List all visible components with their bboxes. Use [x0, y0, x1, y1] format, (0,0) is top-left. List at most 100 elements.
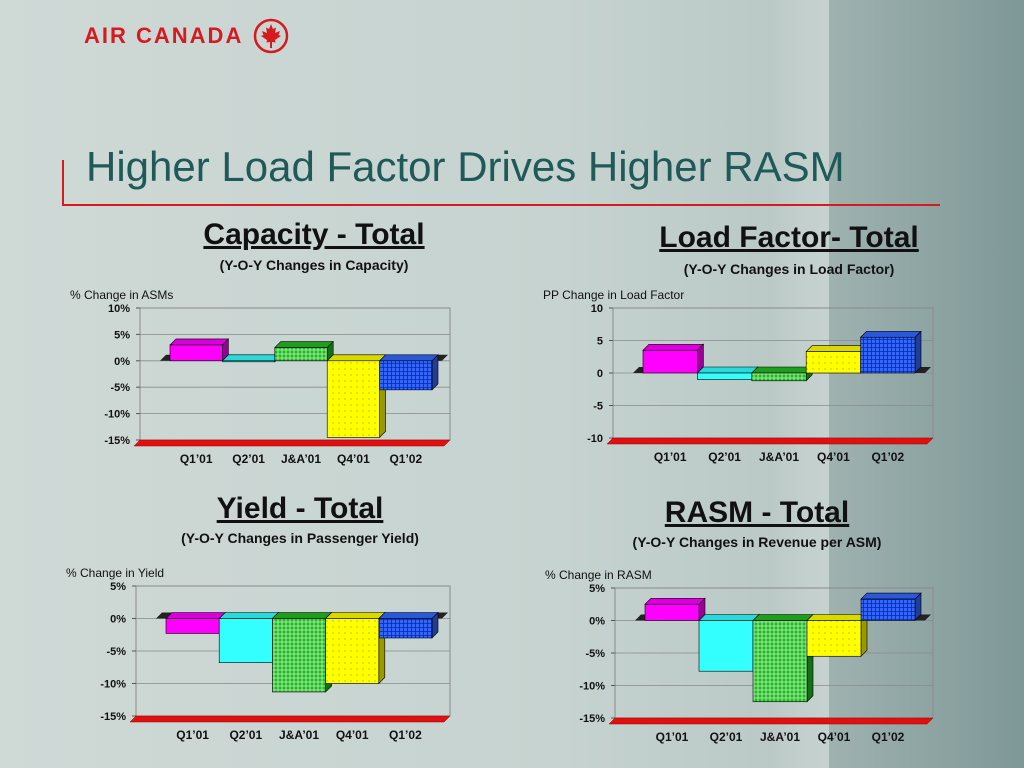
bar-front-face — [644, 603, 700, 621]
bar-front-face — [752, 620, 808, 703]
bar-front-face — [222, 360, 276, 363]
y-tick-label: -15% — [100, 711, 126, 723]
y-tick-label: 0% — [110, 614, 126, 626]
y-tick-label: 5 — [597, 336, 603, 348]
capacity-chart-subtitle: (Y-O-Y Changes in Capacity) — [219, 257, 409, 273]
bar-front-face — [378, 618, 433, 639]
air-canada-logo: AIR CANADA — [84, 18, 289, 54]
bar-front-face — [379, 360, 433, 391]
maple-leaf-roundel-icon — [254, 18, 289, 54]
y-tick-label: -5% — [110, 382, 130, 394]
x-tick-label: Q4’01 — [817, 450, 850, 464]
x-tick-label: Q1’01 — [180, 452, 213, 466]
bar-3 — [274, 340, 334, 362]
bar-front-face — [169, 344, 223, 362]
y-tick-label: 0 — [597, 368, 603, 380]
bar-5 — [860, 592, 922, 622]
x-tick-label: Q4’01 — [336, 728, 369, 742]
x-tick-label: Q1’02 — [389, 452, 422, 466]
y-tick-label: 5% — [114, 329, 130, 341]
bar-5 — [378, 354, 439, 391]
x-tick-label: Q2’01 — [708, 450, 741, 464]
x-tick-label: Q1’02 — [871, 450, 904, 464]
bar-top-face — [806, 614, 868, 621]
bar-front-face — [218, 618, 273, 664]
y-axis-title: % Change in RASM — [545, 568, 652, 582]
y-axis-title: % Change in ASMs — [70, 288, 173, 302]
x-tick-label: Q2’01 — [710, 730, 743, 744]
y-tick-label: 5% — [589, 583, 605, 595]
x-tick-label: Q2’01 — [232, 452, 265, 466]
y-tick-label: -10% — [579, 681, 605, 693]
bar-5 — [859, 330, 922, 374]
x-tick-label: Q2’01 — [229, 728, 262, 742]
x-tick-label: Q1’02 — [872, 730, 905, 744]
logo-text: AIR CANADA — [84, 23, 244, 48]
bar-3 — [752, 613, 814, 703]
y-tick-label: 10 — [591, 303, 603, 315]
bar-top-face — [698, 614, 760, 621]
x-tick-label: J&A’01 — [760, 730, 800, 744]
load-factor-chart-title: Load Factor- Total — [659, 221, 919, 254]
y-tick-label: -10% — [104, 409, 130, 421]
bar-4 — [324, 611, 386, 685]
bar-4 — [806, 613, 868, 657]
y-tick-label: -5% — [585, 648, 605, 660]
capacity-chart-title: Capacity - Total — [203, 218, 425, 251]
chart-floor — [129, 715, 451, 723]
y-tick-label: 10% — [108, 303, 130, 315]
x-tick-label: Q1’01 — [176, 728, 209, 742]
bar-top-face — [860, 592, 922, 600]
y-tick-label: 0% — [114, 356, 130, 368]
yield-chart-title: Yield - Total — [216, 492, 384, 525]
y-tick-label: -5 — [593, 401, 603, 413]
y-tick-label: -5% — [106, 646, 126, 658]
bar-top-face — [644, 597, 706, 605]
y-axis-title: PP Change in Load Factor — [543, 288, 684, 302]
rasm-chart-subtitle: (Y-O-Y Changes in Revenue per ASM) — [632, 534, 882, 550]
bar-front-face — [272, 618, 326, 693]
chart-floor — [606, 437, 934, 445]
x-tick-label: Q1’02 — [389, 728, 422, 742]
rasm-chart-title: RASM - Total — [664, 496, 850, 529]
x-tick-label: J&A’01 — [759, 450, 799, 464]
bar-2 — [698, 613, 760, 672]
bar-front-face — [860, 336, 916, 374]
bar-4 — [326, 354, 387, 439]
y-axis-title: % Change in Yield — [66, 566, 164, 580]
page-title: Higher Load Factor Drives Higher RASM — [86, 143, 845, 190]
x-tick-label: Q4’01 — [337, 452, 370, 466]
bar-front-face — [642, 349, 698, 374]
bar-front-face — [860, 598, 916, 621]
y-tick-label: -15% — [579, 713, 605, 725]
bar-front-face — [806, 620, 862, 657]
x-tick-label: Q1’01 — [654, 450, 687, 464]
y-tick-label: 5% — [110, 581, 126, 593]
x-tick-label: Q4’01 — [818, 730, 851, 744]
y-tick-label: 0% — [589, 616, 605, 628]
x-tick-label: J&A’01 — [281, 452, 321, 466]
bar-front-face — [326, 360, 380, 438]
bar-top-face — [752, 614, 814, 621]
bar-1 — [642, 343, 705, 374]
load-factor-chart-subtitle: (Y-O-Y Changes in Load Factor) — [683, 261, 895, 277]
yield-chart-subtitle: (Y-O-Y Changes in Passenger Yield) — [181, 530, 419, 546]
bar-5 — [378, 611, 439, 639]
y-tick-label: -15% — [104, 435, 130, 447]
bar-front-face — [325, 618, 380, 684]
bar-1 — [644, 597, 706, 622]
y-tick-label: -10% — [100, 679, 126, 691]
y-tick-label: -10 — [587, 433, 603, 445]
bar-front-face — [274, 347, 328, 362]
bar-front-face — [751, 372, 807, 382]
x-tick-label: Q1’01 — [656, 730, 689, 744]
chart-floor — [133, 439, 451, 447]
title-underline-bracket — [62, 160, 940, 206]
bar-front-face — [698, 620, 754, 672]
chart-floor — [608, 717, 934, 725]
x-tick-label: J&A’01 — [279, 728, 319, 742]
